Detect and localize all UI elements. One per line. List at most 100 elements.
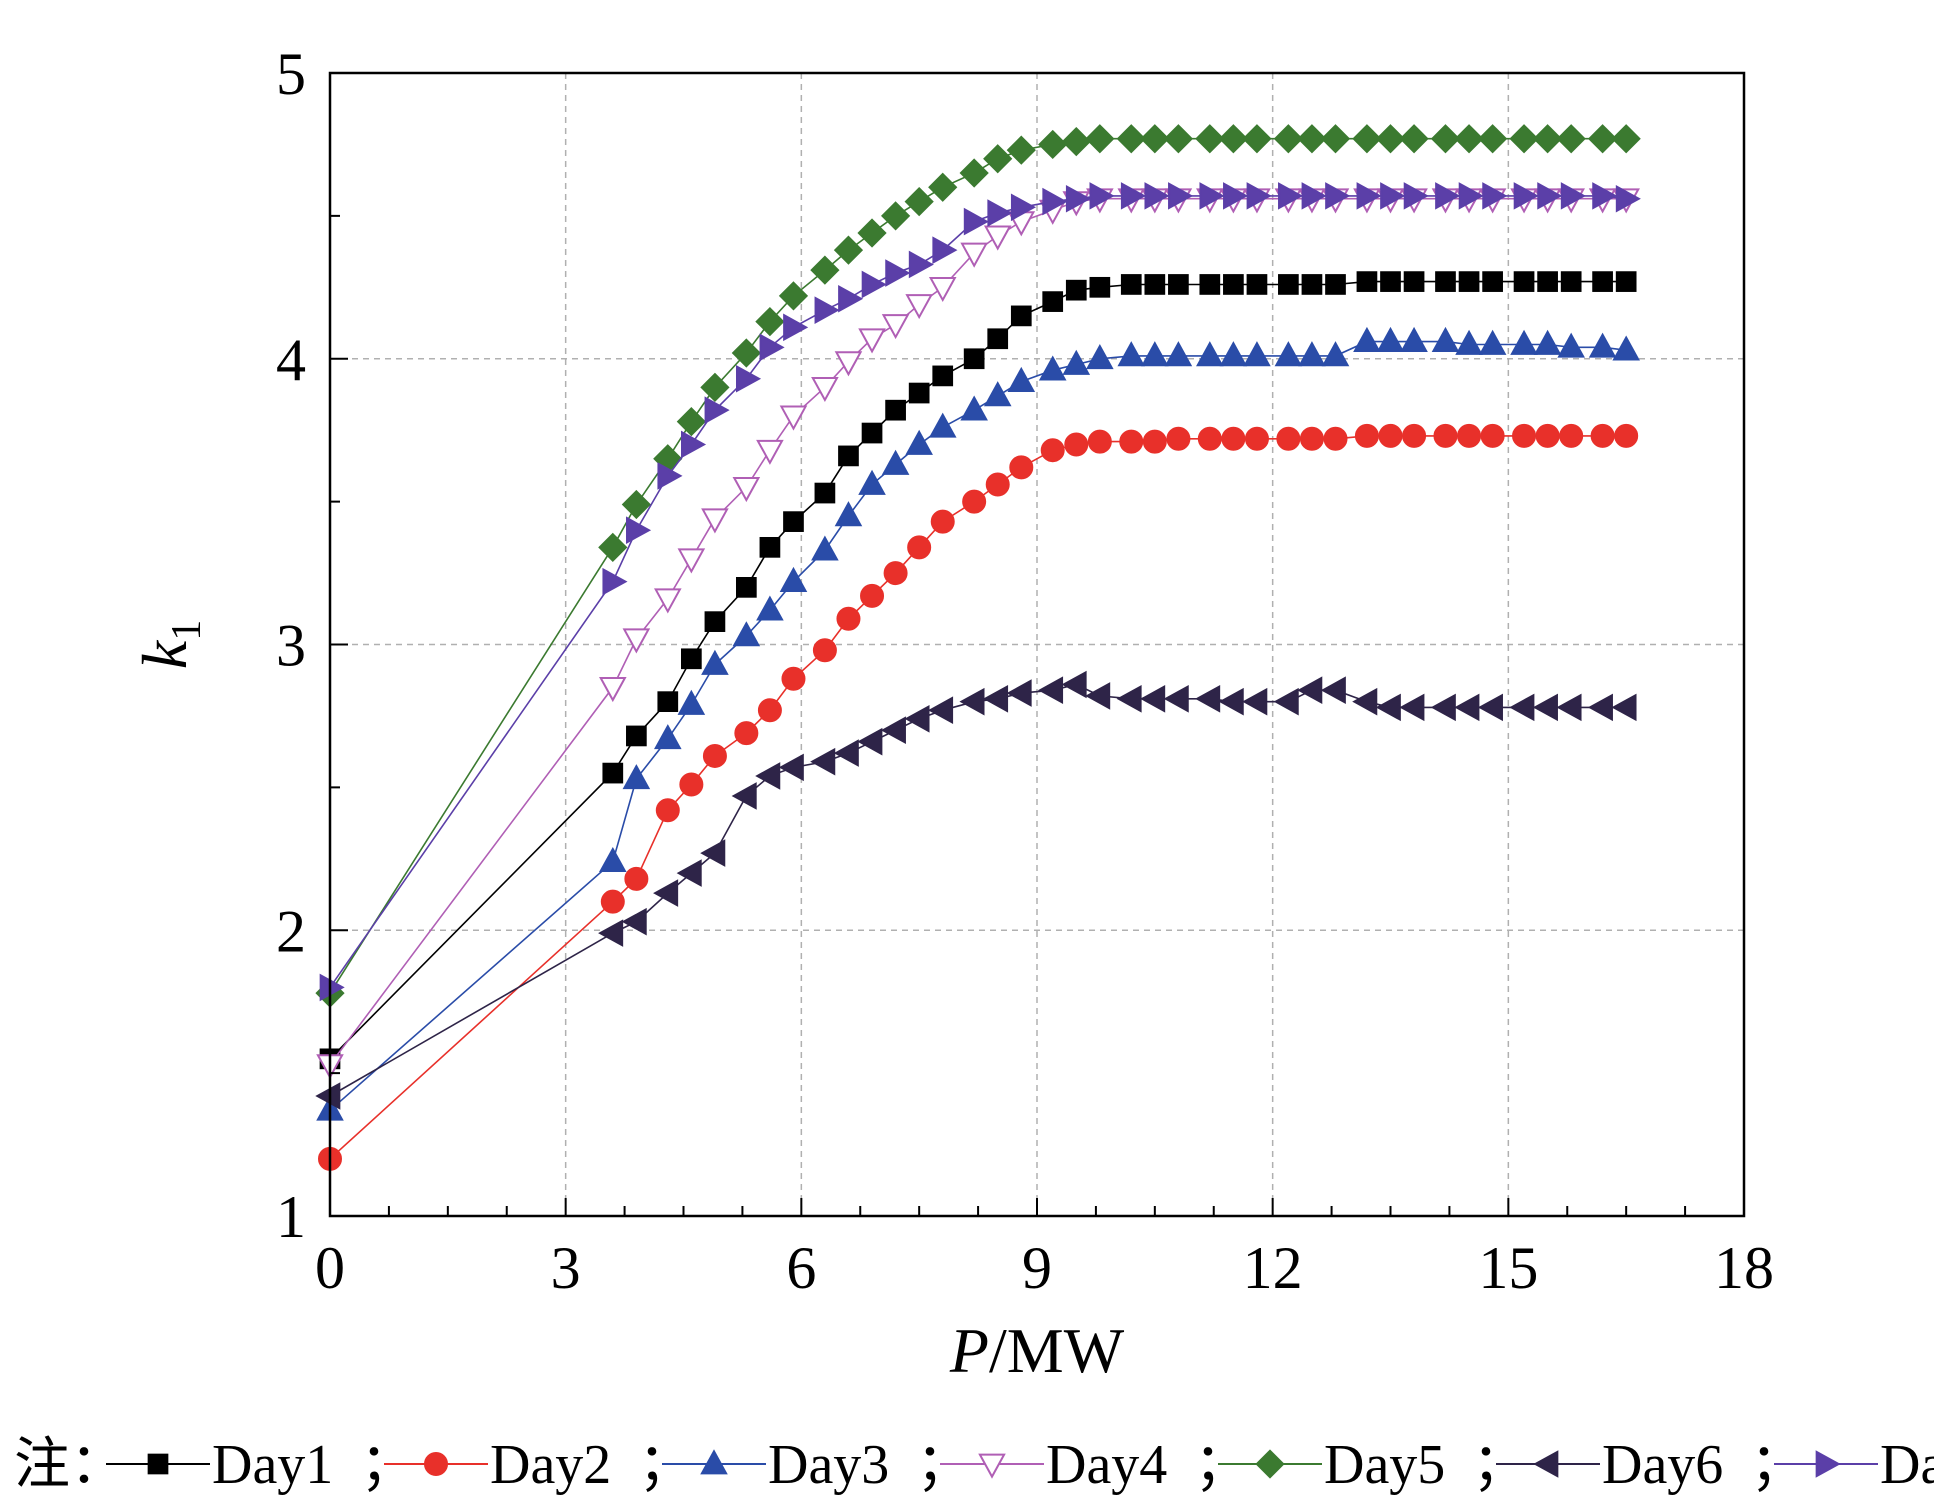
data-point	[1009, 455, 1034, 480]
series-line	[329, 340, 1627, 1111]
data-point	[930, 509, 955, 534]
data-point	[857, 218, 887, 248]
legend-item-day5: Day5；	[1218, 1434, 1528, 1496]
legend-swatch-marker	[424, 1452, 448, 1476]
data-point	[908, 250, 934, 279]
data-point	[1163, 685, 1189, 713]
legend-label: Day7	[1880, 1434, 1934, 1496]
y-tick-label: 2	[276, 898, 306, 964]
data-point	[1556, 693, 1582, 722]
data-point	[1086, 344, 1114, 370]
series-day7	[319, 182, 1641, 1002]
data-point	[657, 691, 679, 712]
data-point	[960, 242, 988, 268]
data-point	[1061, 670, 1087, 699]
data-point	[880, 201, 911, 231]
data-point	[700, 839, 726, 867]
y-tick-label: 4	[276, 327, 306, 393]
data-point	[1325, 182, 1351, 210]
data-point	[811, 376, 839, 403]
data-point	[861, 270, 887, 299]
series-line	[329, 280, 1627, 1060]
data-point	[1592, 271, 1613, 292]
legend-item-day3: Day3；	[662, 1434, 972, 1496]
data-point	[653, 588, 682, 614]
data-point	[1537, 271, 1558, 292]
data-point	[1087, 429, 1112, 454]
data-point	[1435, 182, 1461, 210]
data-point	[1244, 426, 1269, 451]
data-point	[1611, 124, 1641, 154]
data-point	[1243, 341, 1271, 367]
series-line	[329, 197, 1627, 1066]
data-point	[1246, 274, 1268, 295]
data-point	[681, 430, 707, 459]
data-point	[677, 548, 706, 574]
data-point	[1590, 423, 1615, 448]
data-point	[1144, 274, 1166, 295]
data-point	[907, 535, 932, 560]
data-point	[1140, 124, 1170, 154]
data-point	[1274, 341, 1303, 367]
legend-item-day4: Day4；	[940, 1434, 1250, 1496]
data-point	[1089, 276, 1111, 298]
data-point	[1321, 341, 1350, 367]
data-point	[1085, 124, 1115, 154]
data-point	[1140, 685, 1166, 713]
legend-label: Day2	[490, 1434, 611, 1496]
data-point	[755, 306, 785, 337]
data-point	[963, 348, 985, 370]
data-point	[653, 724, 682, 750]
data-point	[1006, 679, 1032, 707]
data-point	[704, 396, 730, 424]
data-point	[1509, 693, 1535, 722]
legend: 注：Day1；Day2；Day3；Day4；Day5；Day6；Day7。	[14, 1434, 1934, 1496]
data-point	[1278, 274, 1299, 295]
legend-label: Day5	[1324, 1434, 1445, 1496]
data-point	[985, 472, 1010, 497]
data-point	[1062, 349, 1091, 375]
data-point	[1219, 341, 1248, 367]
gridlines	[330, 73, 1744, 1216]
data-point	[702, 743, 727, 768]
data-point	[1085, 682, 1111, 710]
data-point	[905, 294, 933, 320]
data-point	[1065, 184, 1092, 213]
data-point	[1218, 124, 1249, 154]
data-point	[1513, 271, 1535, 292]
data-point	[1380, 182, 1406, 210]
data-point	[755, 762, 781, 790]
data-point	[883, 561, 908, 586]
data-point	[1399, 124, 1429, 154]
data-point	[1454, 693, 1480, 722]
x-tick-label: 18	[1714, 1235, 1774, 1301]
data-point	[1320, 124, 1351, 154]
data-point	[624, 866, 649, 891]
data-point	[598, 919, 624, 947]
data-point	[732, 621, 761, 647]
data-point	[626, 516, 652, 544]
data-point	[1168, 274, 1189, 295]
data-point	[1557, 332, 1585, 358]
data-point	[1141, 341, 1169, 367]
data-point	[1560, 271, 1582, 292]
data-point	[622, 628, 651, 654]
data-point	[1223, 182, 1249, 210]
data-point	[1352, 124, 1382, 154]
data-point	[1535, 423, 1560, 448]
data-point	[757, 698, 782, 723]
data-point	[1513, 182, 1539, 210]
data-point	[858, 328, 886, 354]
data-point	[759, 536, 781, 558]
data-point	[1163, 124, 1194, 154]
data-point	[679, 772, 704, 797]
data-point	[1454, 124, 1484, 154]
data-point	[676, 407, 706, 437]
data-point	[778, 753, 804, 782]
data-point	[1197, 426, 1222, 451]
legend-item-day7: Day7。	[1774, 1434, 1934, 1496]
data-point	[1242, 124, 1272, 154]
data-point	[1380, 271, 1401, 292]
series-line	[329, 195, 1627, 988]
data-point	[681, 648, 702, 670]
